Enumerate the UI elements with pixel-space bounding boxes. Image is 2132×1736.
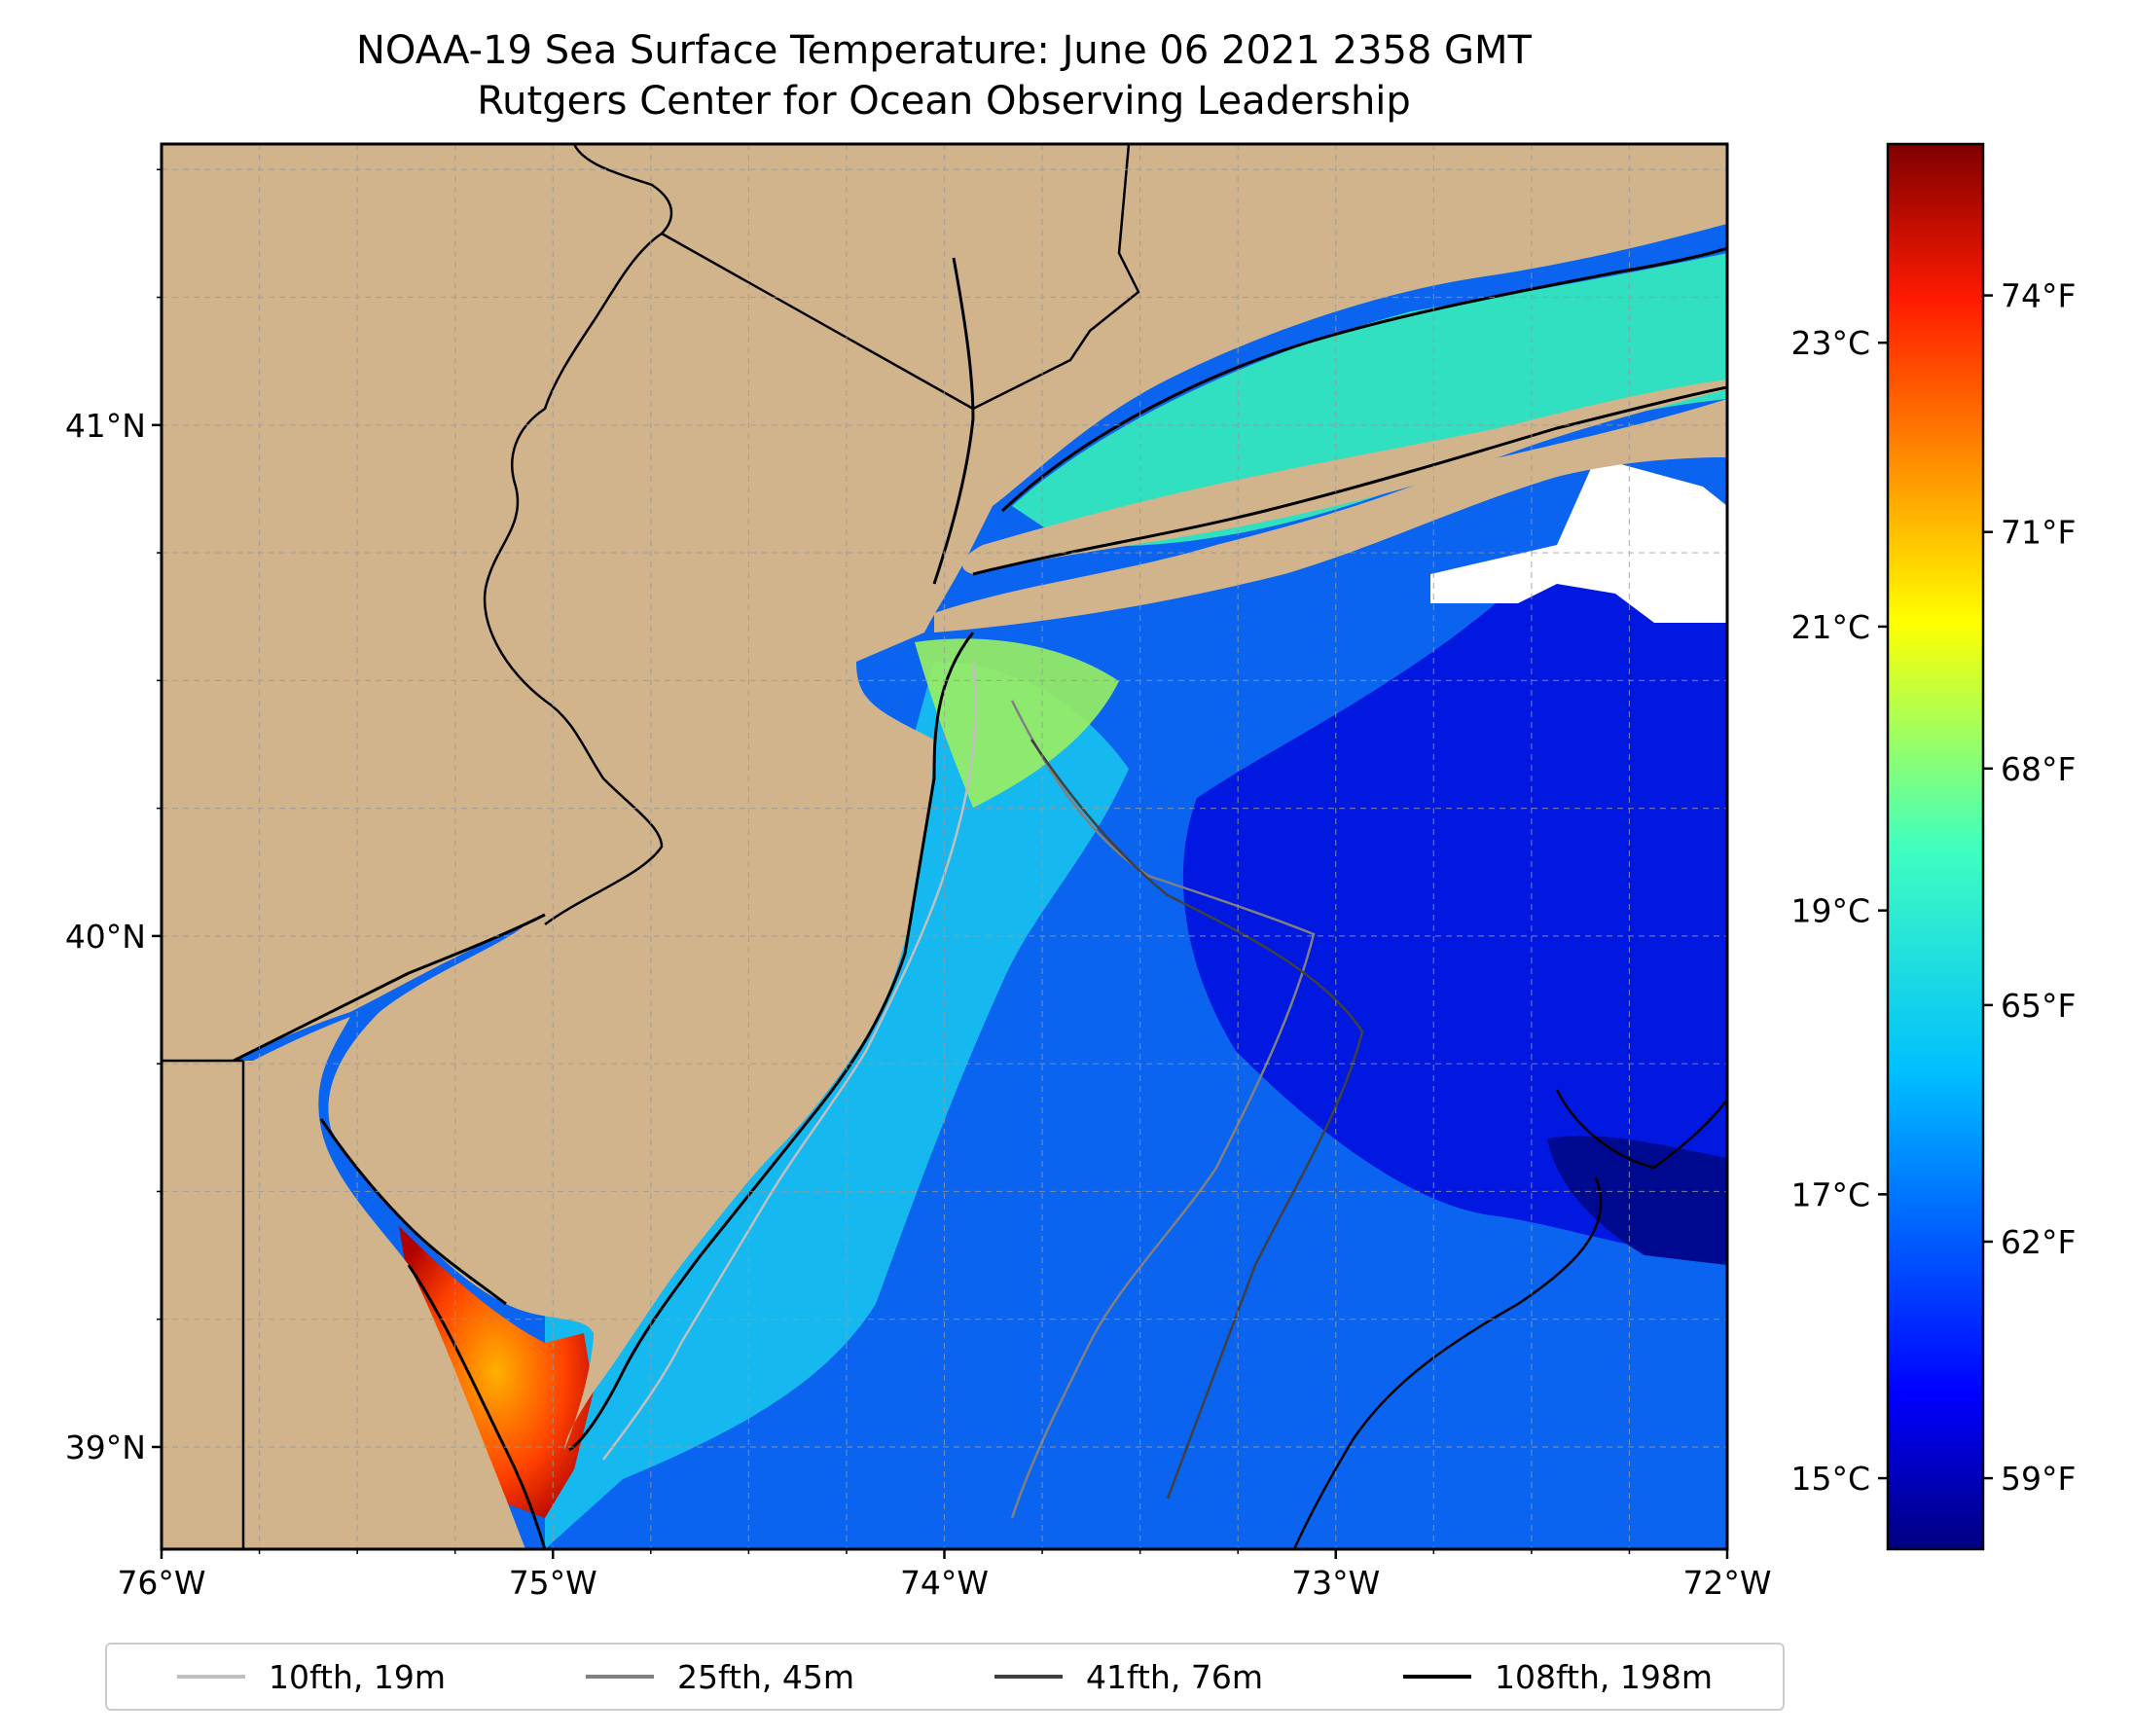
lon-tick-label: 72°W bbox=[1682, 1564, 1771, 1602]
colorbar-celsius-label: 15°C bbox=[1790, 1460, 1870, 1498]
gridlines bbox=[162, 144, 1727, 1549]
colorbar-celsius-label: 17°C bbox=[1790, 1175, 1870, 1213]
legend-label: 41fth, 76m bbox=[1086, 1657, 1263, 1696]
longitude-axis: 76°W 75°W 74°W 73°W 72°W bbox=[117, 1549, 1772, 1602]
colorbar-fahrenheit-axis: 59°F 62°F 65°F 68°F 71°F 74°F bbox=[1983, 277, 2076, 1498]
state-borders bbox=[162, 144, 1140, 1549]
legend-swatch bbox=[586, 1675, 654, 1679]
colorbar-celsius-axis: 15°C 17°C 19°C 21°C 23°C bbox=[1790, 324, 1888, 1498]
legend-label: 108fth, 198m bbox=[1495, 1657, 1713, 1696]
map-title: NOAA-19 Sea Surface Temperature: June 06… bbox=[355, 28, 1532, 73]
delaware-bay-warm bbox=[399, 1226, 594, 1518]
lon-tick-label: 73°W bbox=[1291, 1564, 1380, 1602]
colorbar-celsius-label: 19°C bbox=[1790, 892, 1870, 930]
legend-item: 41fth, 76m bbox=[994, 1658, 1263, 1696]
latitude-axis: 39°N 40°N 41°N bbox=[65, 168, 162, 1466]
lon-tick-label: 76°W bbox=[117, 1564, 205, 1602]
legend-label: 10fth, 19m bbox=[269, 1657, 446, 1696]
contour-25fth bbox=[1010, 700, 1316, 1519]
cold-water-region bbox=[1182, 545, 1727, 1257]
lat-tick-label: 40°N bbox=[65, 918, 146, 956]
long-island-sound bbox=[1012, 253, 1727, 547]
colorbar: 15°C 17°C 19°C 21°C 23°C 59°F 62°F 65°F 68°F 71°… bbox=[1790, 142, 2076, 1551]
colorbar-fahrenheit-label: 62°F bbox=[2001, 1223, 2076, 1261]
contour-41fth bbox=[1030, 739, 1364, 1500]
legend-swatch bbox=[177, 1675, 245, 1679]
legend-item: 25fth, 45m bbox=[586, 1658, 854, 1696]
contour-108fth bbox=[1292, 1089, 1727, 1549]
colorbar-gradient bbox=[1886, 142, 1985, 1551]
legend-item: 108fth, 198m bbox=[1403, 1658, 1713, 1696]
colorbar-fahrenheit-label: 68°F bbox=[2001, 750, 2076, 788]
colorbar-fahrenheit-label: 65°F bbox=[2001, 987, 2076, 1025]
deep-cold-patch bbox=[1547, 1136, 1727, 1265]
land-long-island-body bbox=[934, 399, 1727, 633]
legend-label: 25fth, 45m bbox=[677, 1657, 854, 1696]
coastlines bbox=[233, 246, 1727, 1549]
lat-tick-label: 41°N bbox=[65, 407, 146, 445]
legend-item: 10fth, 19m bbox=[177, 1658, 446, 1696]
colorbar-celsius-label: 21°C bbox=[1790, 608, 1870, 646]
legend-swatch bbox=[994, 1675, 1063, 1679]
map-subtitle: Rutgers Center for Ocean Observing Leade… bbox=[477, 79, 1411, 124]
legend-swatch bbox=[1403, 1675, 1471, 1679]
colorbar-celsius-label: 23°C bbox=[1790, 324, 1870, 362]
land-long-island bbox=[962, 380, 1727, 574]
land-delmarva bbox=[162, 1017, 525, 1549]
bathymetry-contours bbox=[601, 661, 1727, 1549]
map-panel bbox=[162, 144, 1727, 1549]
lon-tick-label: 74°W bbox=[900, 1564, 989, 1602]
cloud-mask bbox=[1430, 457, 1727, 623]
contour-10fth bbox=[601, 661, 977, 1461]
lat-tick-label: 39°N bbox=[65, 1429, 146, 1466]
lon-tick-label: 75°W bbox=[509, 1564, 597, 1602]
legend: 10fth, 19m 25fth, 45m 41fth, 76m 108fth,… bbox=[105, 1643, 1785, 1711]
colorbar-fahrenheit-label: 59°F bbox=[2001, 1460, 2076, 1498]
colorbar-fahrenheit-label: 71°F bbox=[2001, 514, 2076, 552]
colorbar-fahrenheit-label: 74°F bbox=[2001, 277, 2076, 315]
